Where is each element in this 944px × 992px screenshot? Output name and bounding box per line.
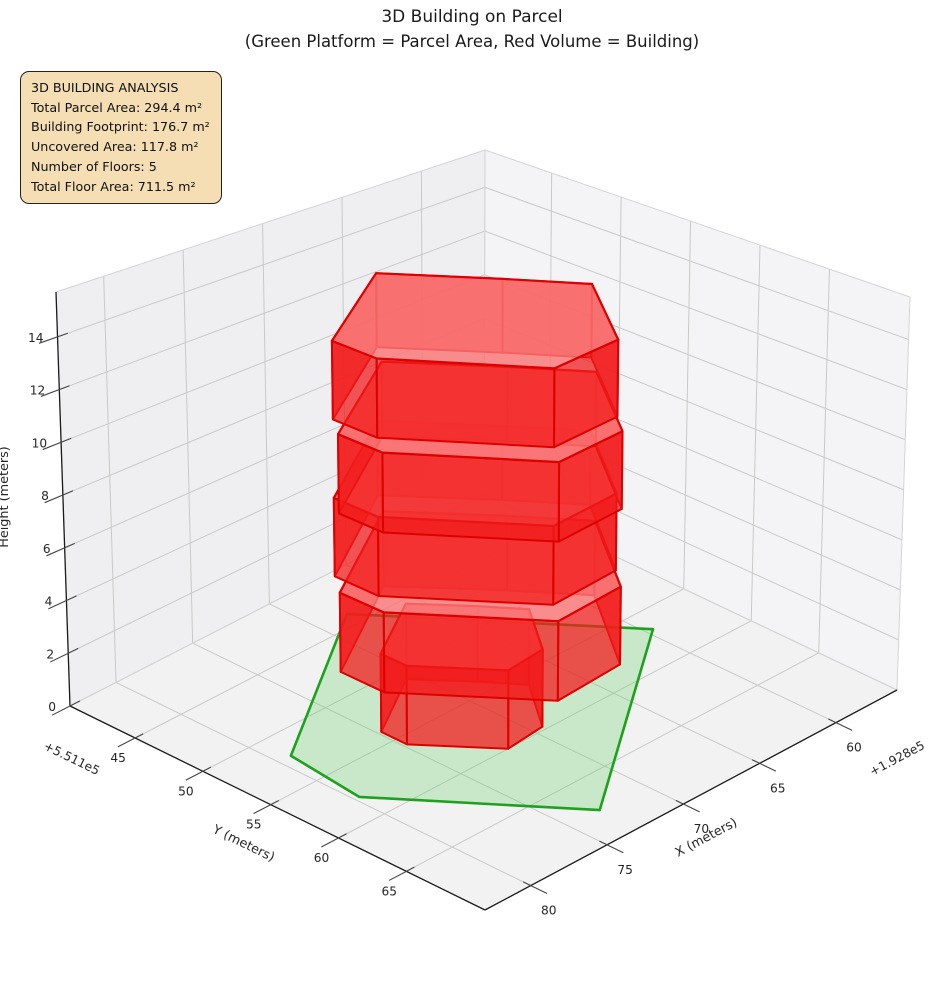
z-tick-label: 0: [48, 700, 56, 714]
z-tick-label: 6: [43, 542, 51, 556]
z-tick-label: 12: [30, 384, 46, 398]
z-tick: [46, 542, 75, 557]
x-axis-offset-text: +1.928e5: [867, 738, 927, 779]
info-box-line: Number of Floors: 5: [31, 158, 157, 174]
grid-line: [59, 230, 485, 391]
z-tick: [49, 647, 79, 663]
building-floor-5-wall: [375, 357, 556, 449]
grid-line: [683, 221, 692, 589]
x-tick: [599, 840, 624, 854]
z-tick: [42, 437, 72, 451]
grid-line: [818, 269, 830, 653]
x-tick-label: 75: [617, 863, 633, 877]
chart-title: 3D Building on Parcel: [381, 7, 563, 27]
grid-line: [262, 223, 270, 604]
y-tick-label: 55: [246, 818, 262, 832]
z-tick: [40, 385, 70, 397]
z-tick: [48, 595, 77, 610]
y-tick: [321, 833, 347, 848]
analysis-info-box: 3D BUILDING ANALYSIS Total Parcel Area: …: [20, 71, 222, 205]
y-tick: [185, 766, 212, 781]
x-tick-label: 80: [541, 904, 557, 918]
building-floor-5-roof: [330, 272, 620, 370]
info-box-heading: 3D BUILDING ANALYSIS: [31, 80, 179, 95]
grid-line: [57, 186, 486, 338]
y-tick-label: 50: [178, 784, 194, 798]
y-tick: [388, 866, 415, 881]
info-box-line: Total Floor Area: 711.5 m²: [31, 178, 196, 194]
y-axis-offset-text: +5.511e5: [42, 739, 102, 778]
x-axis-spine: [484, 689, 898, 911]
y-tick-label: 45: [110, 751, 126, 765]
y-tick-label: 65: [382, 884, 398, 898]
x-tick: [751, 759, 777, 772]
y-axis-label: Y (meters): [209, 822, 277, 865]
grid-line: [115, 681, 531, 887]
y-tick-label: 60: [314, 851, 330, 865]
z-tick: [44, 490, 74, 504]
x-tick: [522, 881, 548, 895]
z-axis-spine: [55, 291, 71, 707]
chart-subtitle: (Green Platform = Parcel Area, Red Volum…: [244, 32, 700, 51]
y-tick: [253, 799, 280, 815]
x-tick: [675, 799, 700, 813]
z-axis-label: Height (meters): [0, 446, 12, 548]
grid-line: [182, 249, 194, 644]
x-tick-label: 70: [694, 822, 710, 836]
grid-line: [484, 230, 908, 391]
z-tick: [38, 332, 68, 344]
y-tick: [117, 733, 144, 748]
x-tick: [828, 718, 853, 731]
z-tick-label: 4: [45, 595, 53, 609]
grid-line: [484, 186, 909, 341]
z-tick-label: 14: [28, 331, 44, 345]
building-floor-4-wall: [381, 451, 561, 543]
z-tick: [51, 700, 81, 716]
y-axis-spine: [69, 705, 486, 911]
info-box-line: Building Footprint: 176.7 m²: [31, 119, 210, 135]
grid-line: [192, 642, 608, 846]
x-tick-label: 65: [770, 781, 786, 795]
z-tick-label: 10: [32, 436, 48, 450]
grid-line: [338, 620, 752, 839]
grid-line: [103, 276, 117, 683]
z-tick-label: 8: [41, 489, 49, 503]
z-tick-label: 2: [46, 647, 54, 661]
building-floor-2-wall: [382, 611, 560, 702]
x-tick-label: 60: [846, 741, 862, 755]
grid-line: [750, 245, 761, 621]
info-box-line: Uncovered Area: 117.8 m²: [31, 139, 199, 155]
info-box-line: Total Parcel Area: 294.4 m²: [31, 99, 203, 115]
